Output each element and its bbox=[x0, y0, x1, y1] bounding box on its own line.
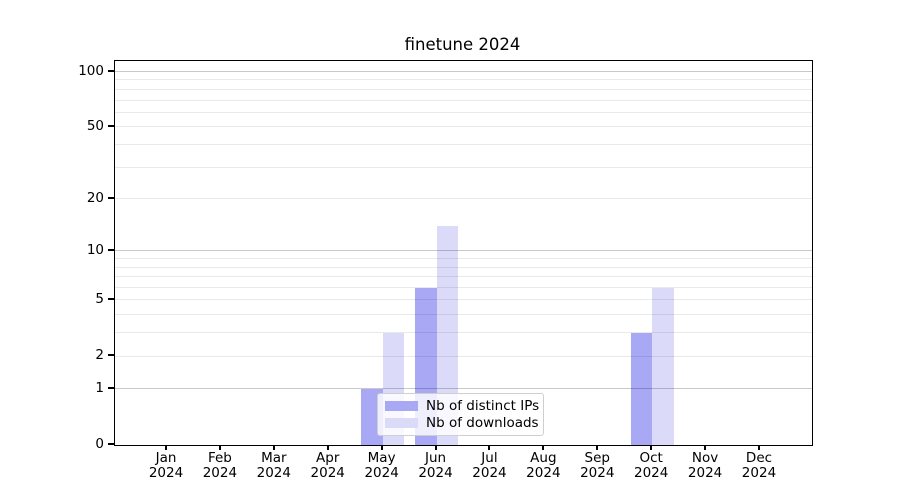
y-tick-mark bbox=[108, 386, 114, 389]
x-tick-mark bbox=[272, 445, 275, 450]
legend-swatch-downloads-icon bbox=[385, 417, 418, 428]
plot-area bbox=[114, 60, 813, 446]
bar-downloads bbox=[652, 287, 674, 445]
x-tick-mark bbox=[596, 445, 599, 450]
y-tick-label: 5 bbox=[95, 290, 104, 307]
legend-label-distinct-ips: Nb of distinct IPs bbox=[426, 398, 540, 415]
y-tick-mark bbox=[108, 196, 114, 199]
x-tick-label: Jun 2024 bbox=[418, 450, 453, 481]
y-tick-label: 0 bbox=[95, 436, 104, 452]
bar-distinct-ips bbox=[630, 332, 653, 445]
minor-grid-line bbox=[115, 258, 812, 260]
minor-grid-line bbox=[115, 166, 812, 168]
y-tick-label: 20 bbox=[86, 189, 104, 206]
minor-grid-line bbox=[115, 299, 812, 301]
y-tick-mark bbox=[108, 297, 114, 300]
x-tick-mark bbox=[757, 445, 760, 450]
x-tick-mark bbox=[165, 445, 167, 450]
x-tick-mark bbox=[380, 445, 383, 450]
minor-grid-line bbox=[115, 314, 812, 316]
y-tick-mark bbox=[108, 354, 114, 357]
y-tick-mark bbox=[108, 443, 114, 445]
y-tick-mark bbox=[108, 248, 114, 251]
legend: Nb of distinct IPs Nb of downloads bbox=[377, 393, 544, 436]
minor-grid-line bbox=[115, 88, 812, 90]
x-tick-label: Mar 2024 bbox=[256, 450, 291, 481]
y-tick-label: 2 bbox=[95, 347, 104, 364]
y-tick-mark bbox=[108, 124, 114, 127]
major-grid-line bbox=[115, 250, 812, 252]
x-tick-mark bbox=[542, 445, 545, 450]
x-tick-mark bbox=[326, 445, 329, 450]
x-tick-label: Feb 2024 bbox=[202, 450, 238, 481]
x-tick-mark bbox=[434, 445, 437, 450]
major-grid-line bbox=[115, 388, 812, 390]
minor-grid-line bbox=[115, 287, 812, 289]
x-tick-mark bbox=[650, 445, 653, 450]
bar-downloads bbox=[436, 225, 459, 445]
x-tick-label: Jul 2024 bbox=[472, 450, 507, 481]
x-tick-mark bbox=[218, 445, 221, 450]
minor-grid-line bbox=[115, 143, 812, 145]
legend-item-downloads: Nb of downloads bbox=[385, 414, 539, 432]
minor-grid-line bbox=[115, 276, 812, 278]
x-tick-label: May 2024 bbox=[364, 450, 399, 481]
minor-grid-line bbox=[115, 355, 812, 357]
major-grid-line bbox=[115, 71, 812, 72]
y-tick-label: 100 bbox=[78, 62, 104, 79]
y-tick-mark bbox=[108, 69, 114, 72]
y-tick-label: 1 bbox=[95, 379, 104, 396]
legend-item-distinct-ips: Nb of distinct IPs bbox=[385, 398, 540, 415]
x-tick-mark bbox=[704, 445, 707, 450]
legend-swatch-distinct-ips-icon bbox=[385, 401, 418, 412]
x-tick-label: Jan 2024 bbox=[148, 450, 184, 481]
x-tick-label: Apr 2024 bbox=[310, 450, 345, 481]
x-tick-label: Nov 2024 bbox=[687, 450, 723, 481]
minor-grid-line bbox=[115, 126, 812, 128]
x-tick-label: Dec 2024 bbox=[741, 450, 777, 481]
x-tick-label: Oct 2024 bbox=[633, 450, 669, 481]
minor-grid-line bbox=[115, 332, 812, 334]
legend-label-downloads: Nb of downloads bbox=[426, 414, 539, 431]
minor-grid-line bbox=[115, 79, 812, 81]
y-tick-label: 50 bbox=[86, 117, 104, 134]
x-tick-mark bbox=[488, 445, 491, 450]
minor-grid-line bbox=[115, 99, 812, 101]
x-tick-label: Aug 2024 bbox=[526, 450, 561, 481]
chart-title: finetune 2024 bbox=[404, 35, 521, 54]
y-tick-label: 10 bbox=[86, 241, 104, 258]
minor-grid-line bbox=[115, 266, 812, 268]
x-tick-label: Sep 2024 bbox=[580, 450, 615, 481]
minor-grid-line bbox=[115, 111, 812, 113]
minor-grid-line bbox=[115, 198, 812, 200]
